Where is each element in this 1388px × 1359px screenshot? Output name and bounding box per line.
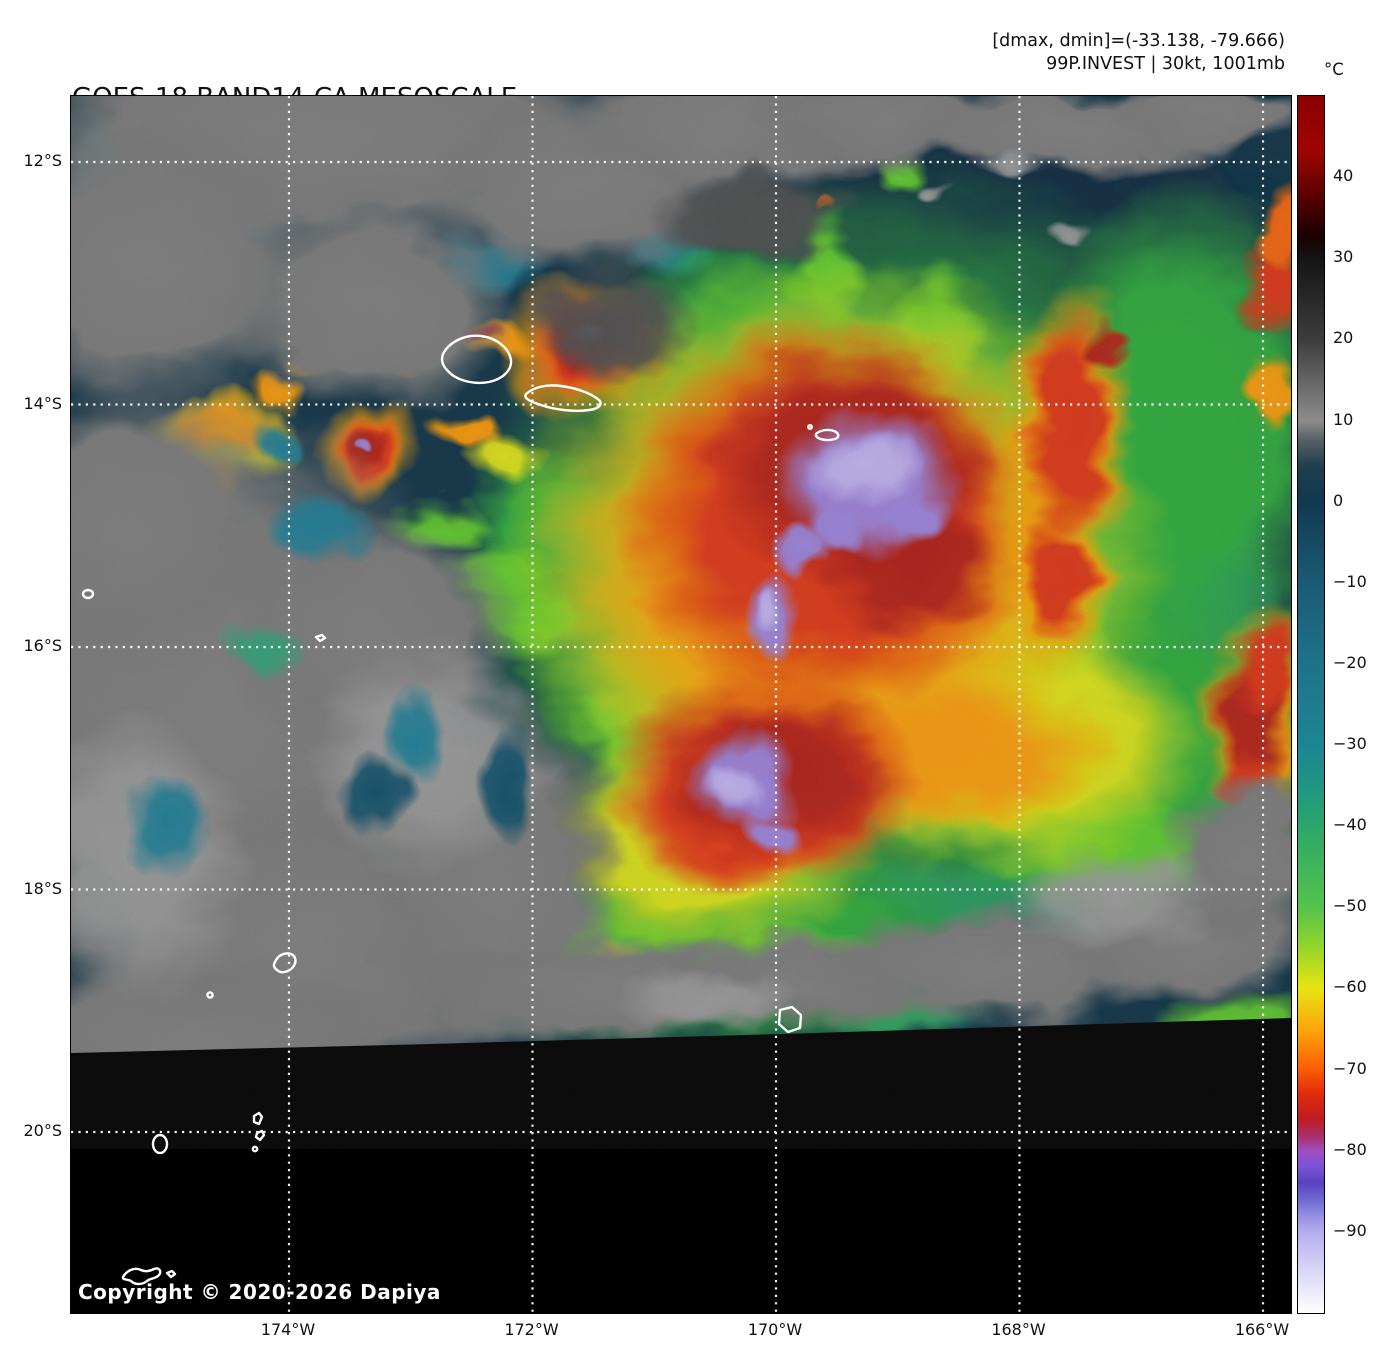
- coastline-islet-c: [314, 633, 327, 643]
- y-tick-label-2: 16°S: [23, 636, 62, 655]
- colorbar-tick-10: 10: [1333, 409, 1354, 429]
- x-tick-label-0: 174°W: [260, 1320, 316, 1339]
- x-tick-label-2: 170°W: [747, 1320, 803, 1339]
- coastlines: [81, 334, 840, 1286]
- y-tick-label-3: 18°S: [23, 878, 62, 898]
- coastline-islet-d: [206, 991, 214, 999]
- colorbar-unit-label: °C: [1324, 60, 1344, 79]
- annotation-block: [dmax, dmin]=(-33.138, -79.666) 99P.INVE…: [992, 30, 1285, 76]
- colorbar-tick--50: −50: [1333, 896, 1367, 916]
- colorbar-tick--70: −70: [1333, 1058, 1367, 1078]
- coastline-island-n: [272, 952, 297, 974]
- coastline-savaii: [440, 334, 513, 384]
- coastline-islet-e: [165, 1269, 177, 1279]
- no-data-band: [71, 1018, 1291, 1313]
- graticule: [71, 96, 1291, 1313]
- coastline-islet-a: [807, 424, 814, 431]
- colorbar-tick--30: −30: [1333, 734, 1367, 754]
- colorbar-tick--10: −10: [1333, 571, 1367, 591]
- colorbar-tick--40: −40: [1333, 815, 1367, 835]
- colorbar-tick--60: −60: [1333, 977, 1367, 997]
- x-tick-label-3: 168°W: [991, 1320, 1046, 1339]
- colorbar-tick-20: 20: [1333, 328, 1354, 348]
- y-tick-label-4: 20°S: [23, 1121, 62, 1140]
- dmax-dmin-annotation: [dmax, dmin]=(-33.138, -79.666): [992, 31, 1285, 51]
- x-tick-label-1: 172°W: [504, 1320, 559, 1339]
- coastline-islet-b: [81, 588, 95, 600]
- storm-annotation: 99P.INVEST | 30kt, 1001mb: [1046, 54, 1285, 74]
- coastline-island-s: [151, 1133, 169, 1155]
- colorbar-tick--20: −20: [1333, 652, 1367, 672]
- coastline-niue: [777, 1005, 803, 1034]
- copyright-label: Copyright © 2020-2026 Dapiya: [78, 1280, 441, 1304]
- y-tick-label-0: 12°S: [23, 151, 62, 170]
- colorbar-tick--90: −90: [1333, 1220, 1367, 1240]
- colorbar: [1297, 95, 1325, 1314]
- x-tick-label-4: 166°W: [1234, 1320, 1290, 1339]
- coastline-vavau-3: [251, 1145, 259, 1153]
- coastline-tongatapu: [121, 1267, 162, 1286]
- coastline-vavau-2: [254, 1129, 266, 1142]
- colorbar-tick-40: 40: [1333, 166, 1354, 186]
- colorbar-tick-30: 30: [1333, 247, 1354, 267]
- y-tick-label-1: 14°S: [23, 393, 62, 413]
- colorbar-tick-0: 0: [1333, 490, 1344, 510]
- coastline-upolu: [524, 384, 602, 412]
- coastline-tutuila: [814, 428, 840, 442]
- colorbar-tick--80: −80: [1333, 1139, 1367, 1159]
- satellite-map-canvas: [70, 95, 1292, 1314]
- image-grain-light: [71, 96, 1291, 1053]
- coastline-vavau-1: [252, 1111, 264, 1126]
